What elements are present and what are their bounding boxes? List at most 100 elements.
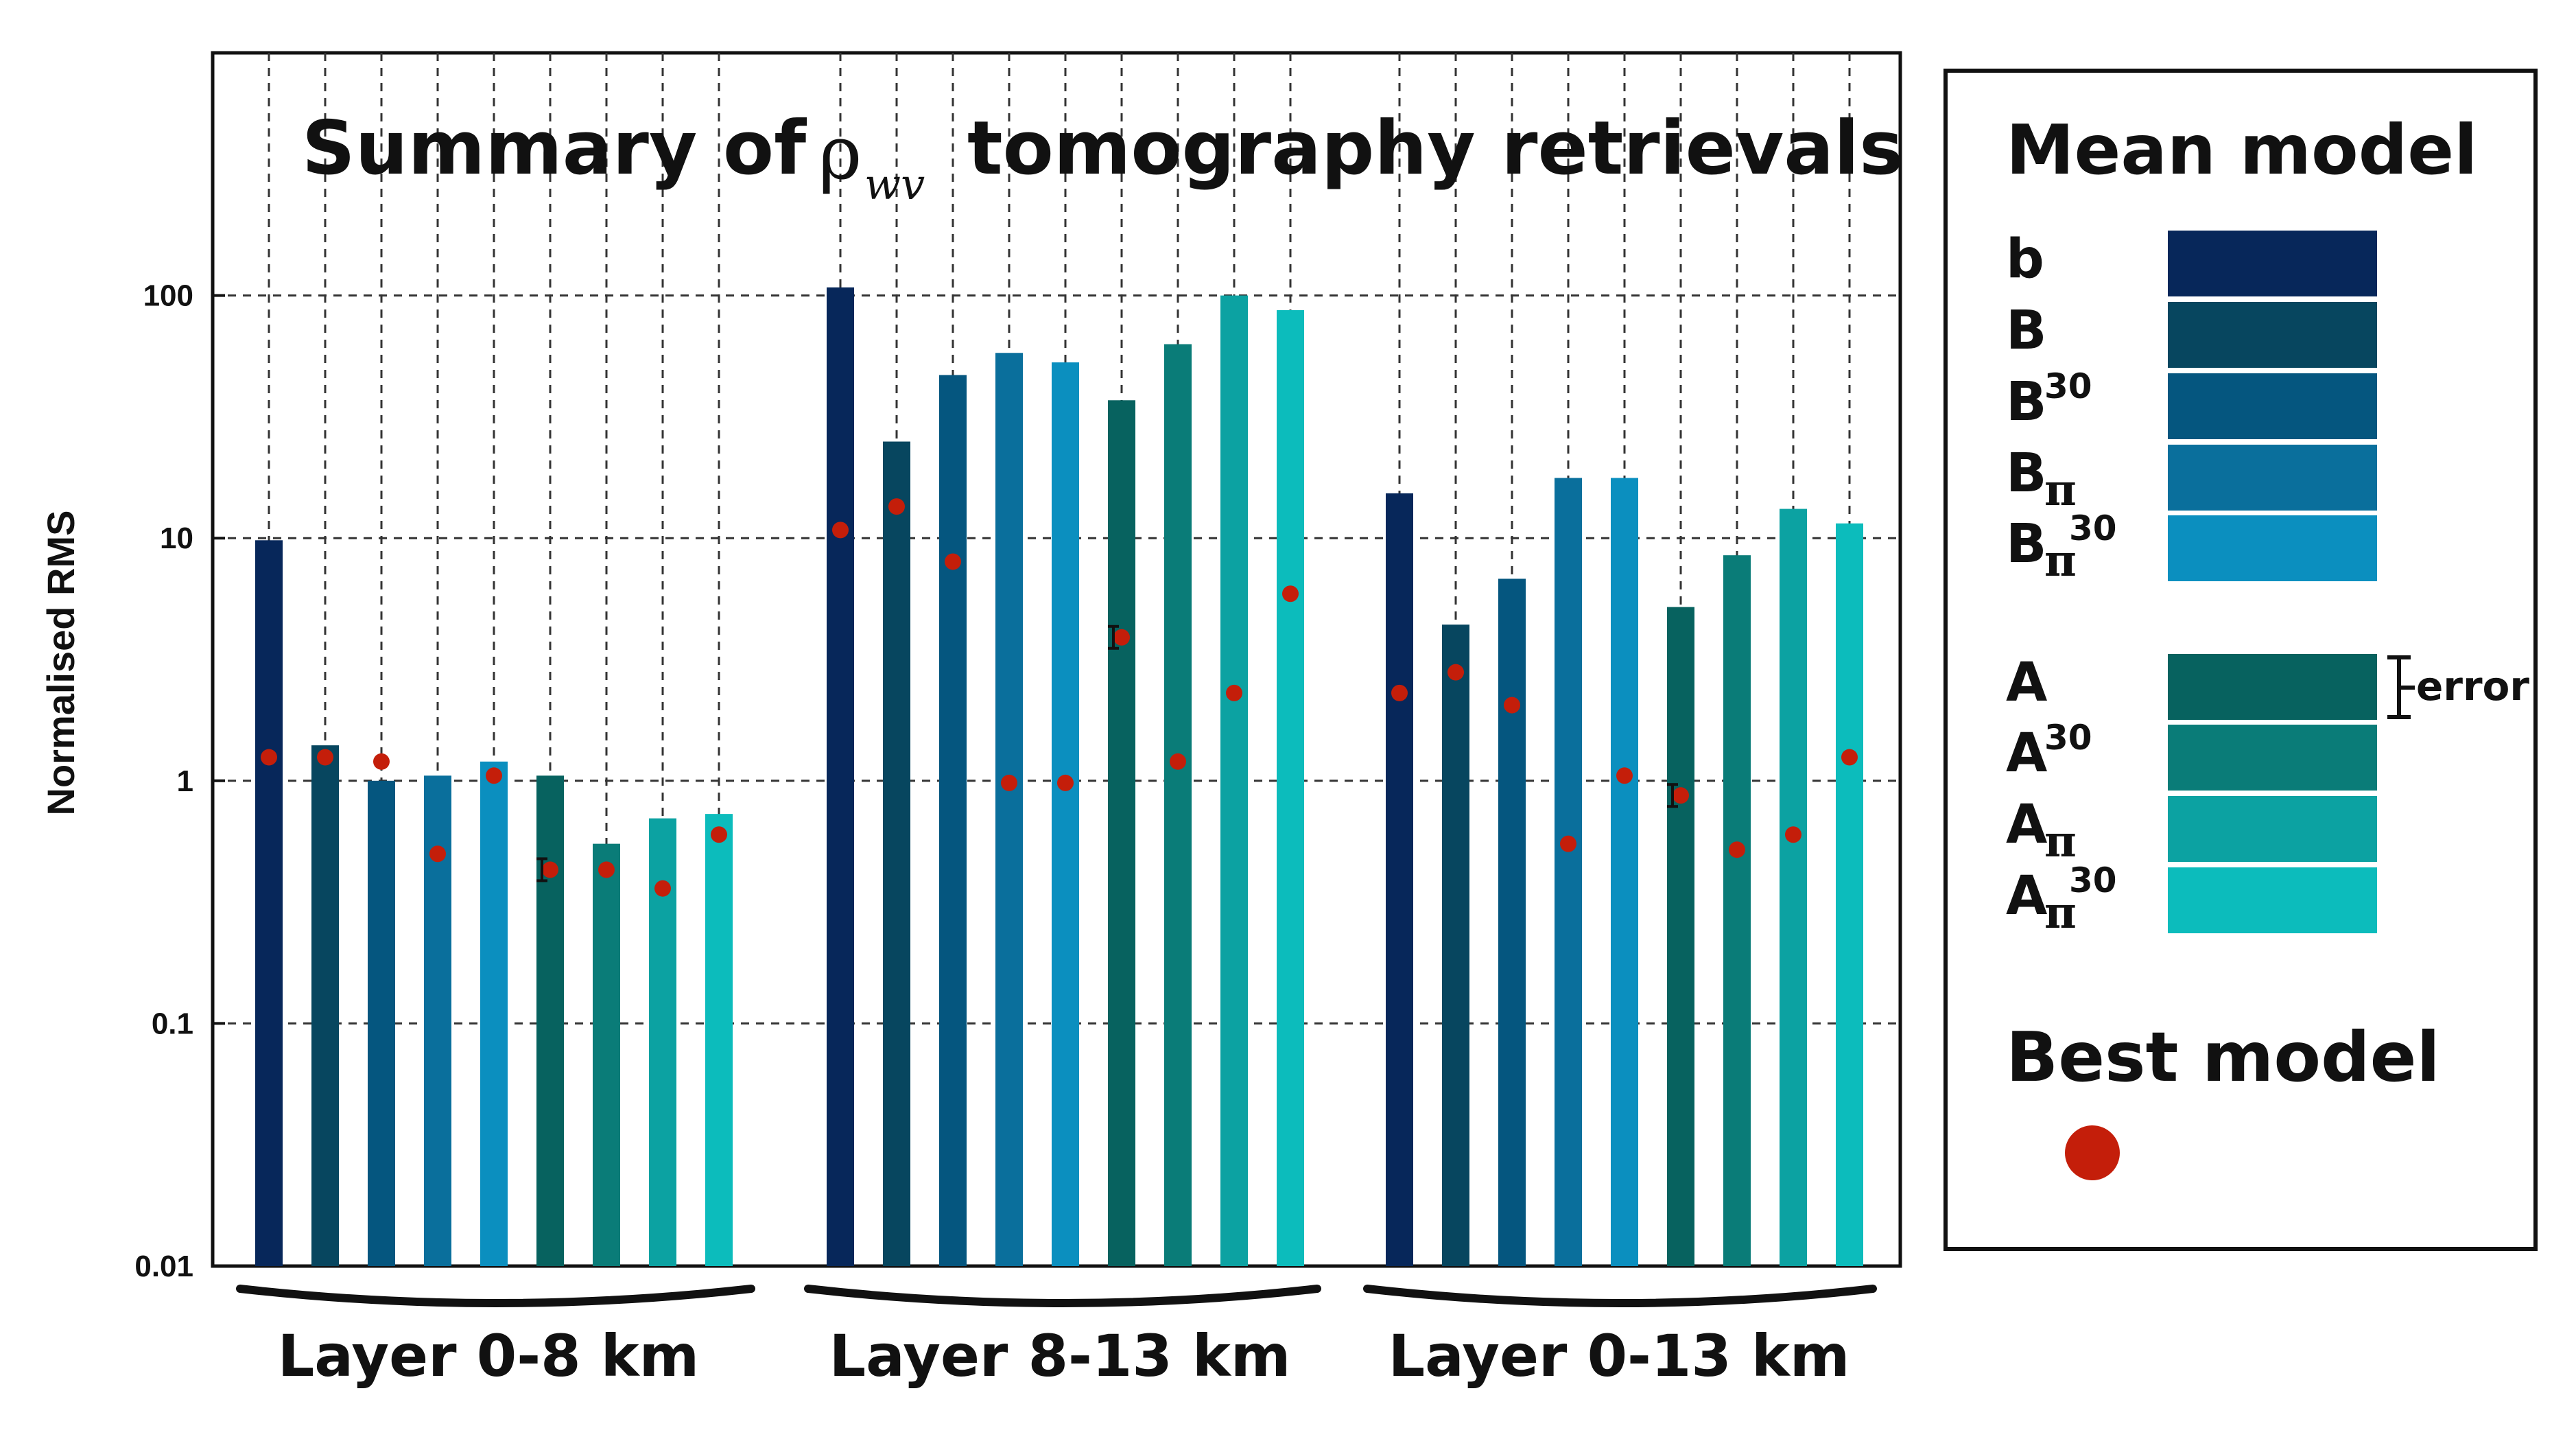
legend-swatch: [2168, 373, 2377, 439]
legend-label-superscript: 30: [2044, 718, 2092, 758]
y-tick-label: 1: [177, 764, 193, 798]
legend-label-subscript: π: [2044, 535, 2077, 587]
best-model-dot: [1504, 697, 1520, 714]
legend-error-icon: [2387, 655, 2415, 719]
group-brace: [804, 1285, 1321, 1307]
best-model-dot: [832, 522, 849, 539]
legend-label: b: [2006, 229, 2044, 290]
bar: [939, 375, 967, 1267]
bar: [255, 540, 283, 1266]
chart-title-symbol: ρ: [818, 110, 862, 196]
legend-label: A: [2006, 652, 2047, 714]
best-model-dot: [261, 749, 277, 766]
bar: [1277, 309, 1304, 1267]
bar: [1220, 295, 1248, 1267]
best-model-dot: [1113, 629, 1130, 646]
legend-best-title: Best model: [2006, 1017, 2440, 1097]
legend-label: B: [2006, 371, 2046, 433]
chart-title-suffix: tomography retrievals: [967, 106, 1903, 191]
best-model-dot: [888, 498, 905, 515]
best-model-dot: [373, 753, 390, 770]
bar: [1442, 624, 1469, 1266]
bar: [1836, 523, 1863, 1266]
group-brace: [236, 1285, 755, 1307]
y-axis-label: Normalised RMS: [39, 511, 82, 816]
group-label-0-13km: Layer 0-13 km: [1389, 1322, 1850, 1390]
legend-swatch: [2168, 302, 2377, 368]
legend-error-label: error: [2416, 663, 2529, 710]
legend-label-superscript: 30: [2069, 861, 2117, 900]
best-model-dot: [486, 767, 502, 784]
legend-swatch: [2168, 654, 2377, 720]
best-model-dot: [1170, 753, 1186, 770]
bar: [1611, 478, 1638, 1267]
legend-best-marker: [2065, 1125, 2120, 1180]
legend-label: B: [2006, 443, 2046, 504]
best-model-dot: [1226, 684, 1242, 701]
bar: [1723, 555, 1751, 1266]
legend-label-subscript: π: [2044, 816, 2077, 867]
legend-swatch: [2168, 445, 2377, 511]
bar: [311, 745, 339, 1266]
best-model-dot: [1673, 787, 1689, 804]
best-model-dot: [711, 826, 727, 843]
legend-label: A: [2006, 794, 2047, 856]
group-label-8-13km: Layer 8-13 km: [829, 1322, 1291, 1390]
legend-swatch: [2168, 725, 2377, 791]
group-brace: [1363, 1285, 1877, 1307]
bar: [705, 814, 733, 1266]
y-tick-label: 0.1: [152, 1007, 193, 1040]
bar: [1555, 478, 1582, 1267]
best-model-dot: [1616, 767, 1633, 784]
best-model-dot: [1447, 664, 1464, 681]
best-model-dot: [429, 845, 446, 863]
group-label-0-8km: Layer 0-8 km: [278, 1322, 699, 1390]
legend-swatch: [2168, 796, 2377, 862]
y-tick-label: 0.01: [134, 1250, 193, 1283]
legend-label-superscript: 30: [2069, 508, 2117, 548]
bar: [1164, 344, 1192, 1266]
legend-swatch: [2168, 231, 2377, 296]
y-tick-label: 10: [160, 522, 193, 555]
bar: [1108, 400, 1135, 1266]
legend-swatch: [2168, 867, 2377, 933]
legend-label: A: [2006, 865, 2047, 927]
best-model-dot: [598, 861, 615, 878]
best-model-dot: [945, 553, 961, 570]
legend-mean-title: Mean model: [2006, 110, 2477, 190]
bar: [536, 775, 564, 1266]
legend-label-subscript: π: [2044, 465, 2077, 516]
bar: [1498, 578, 1526, 1266]
group-braces: [236, 1285, 1877, 1307]
chart-title-prefix: Summary of: [302, 106, 807, 191]
y-tick-label: 100: [143, 279, 193, 313]
bar: [593, 843, 620, 1266]
best-model-dot: [1785, 826, 1801, 843]
legend-swatch: [2168, 515, 2377, 581]
bar: [1052, 362, 1079, 1266]
legend-label-subscript: π: [2044, 887, 2077, 939]
best-model-dot: [1391, 684, 1408, 701]
bar: [480, 761, 508, 1266]
best-model-dots: [261, 498, 1858, 897]
best-model-dot: [1560, 835, 1576, 852]
best-model-dot: [1057, 774, 1074, 791]
legend-label: A: [2006, 723, 2047, 784]
bar: [1667, 607, 1694, 1266]
best-model-dot: [1841, 749, 1858, 766]
legend-label: B: [2006, 513, 2046, 575]
legend-label-superscript: 30: [2044, 366, 2092, 406]
error-bars: [536, 624, 1678, 882]
bar: [883, 441, 910, 1266]
best-model-dot: [1001, 774, 1017, 791]
best-model-dot: [1282, 585, 1299, 602]
best-model-dot: [654, 880, 671, 897]
bar: [995, 353, 1023, 1266]
y-axis-ticks: 0.01 0.1 1 10 100: [134, 279, 225, 1283]
bar: [1386, 493, 1413, 1267]
bar: [1780, 508, 1807, 1266]
best-model-dot: [317, 749, 333, 766]
legend-label: B: [2006, 300, 2046, 362]
